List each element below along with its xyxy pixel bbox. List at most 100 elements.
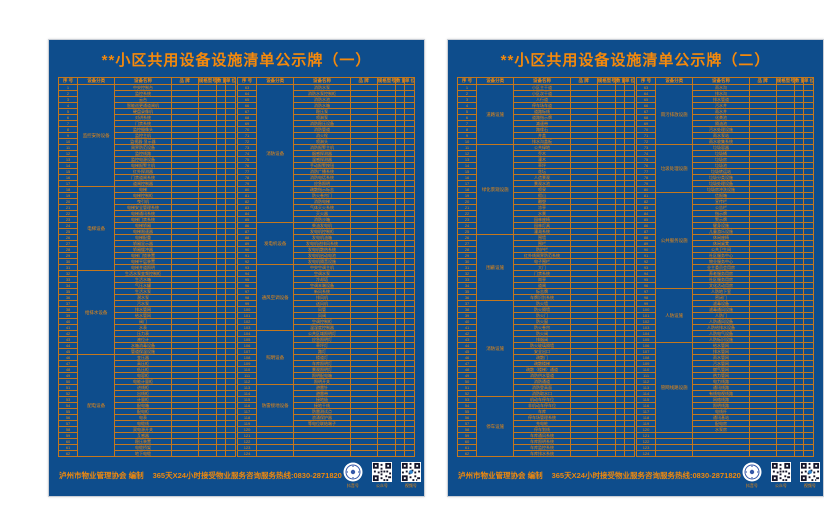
panel-footer: 泸州市物业管理协会 编制 365天X24小时接受物业服务咨询服务热线:0830-…	[458, 458, 820, 492]
column-header: 数 量	[215, 77, 226, 85]
column-header: 数 量	[394, 77, 405, 85]
table-row: 36 潜水泵	[57, 294, 237, 301]
footer-text: 泸州市物业管理协会 编制 365天X24小时接受物业服务咨询服务热线:0830-…	[458, 470, 741, 481]
table-row: 18 电梯设备 电梯	[57, 186, 237, 271]
category-cell: 消防设施	[476, 300, 515, 397]
model-cell	[775, 450, 795, 457]
brand-cell	[170, 450, 199, 457]
column-header: 规格型号	[596, 77, 616, 85]
column-header: 序 号	[635, 77, 657, 85]
category-cell: 给排水设备	[77, 270, 116, 355]
quantity-cell	[793, 450, 804, 457]
column-header: 规格型号	[197, 77, 217, 85]
category-cell: 照明设备	[256, 330, 295, 385]
badge-gongzhonghao: 公众号	[371, 462, 393, 488]
panel-title: **小区共用设备设施清单公示牌（一）	[101, 52, 372, 69]
badge-label: 视频号	[404, 483, 417, 488]
unit-cell	[623, 450, 636, 457]
category-cell: 管网线路设施	[655, 342, 694, 433]
footer-text: 泸州市物业管理协会 编制 365天X24小时接受物业服务咨询服务热线:0830-…	[59, 470, 342, 481]
equipment-name: 地下电缆	[114, 450, 172, 457]
table-row: 124	[236, 450, 416, 457]
table-row: 15 红外探测器	[57, 168, 237, 175]
category-cell: 公共服务设施	[655, 192, 694, 289]
table-row: 57 充电桩	[456, 420, 636, 427]
column-header: 序 号	[456, 77, 478, 85]
model-cell	[197, 450, 217, 457]
category-cell: 垃圾处理设施	[655, 144, 694, 193]
badge-label: 公众号	[774, 483, 787, 488]
table-row: 3 人行道	[456, 96, 636, 103]
table-row: 84 灭火器	[236, 210, 416, 217]
table-row: 124	[635, 450, 815, 457]
issuer-text: 泸州市物业管理协会 编制	[458, 470, 543, 480]
column-header: 单 位	[623, 77, 636, 85]
column-header: 规格型号	[775, 77, 795, 85]
hotline-text: 365天X24小时接受物业服务咨询服务热线:0830-2871820	[551, 470, 741, 480]
column-header: 设备名称	[692, 77, 750, 85]
brand-cell	[748, 450, 777, 457]
table-row: 62 地下电缆	[57, 450, 237, 457]
panel-title: **小区共用设备设施清单公示牌（二）	[500, 52, 771, 69]
column-header: 品 牌	[170, 77, 199, 85]
quantity-cell	[394, 450, 405, 457]
category-cell: 人防设施	[655, 288, 694, 343]
table-row: 73 垃圾处理设施 垃圾容器	[635, 144, 815, 193]
official-account-qr-icon	[770, 462, 791, 482]
category-cell	[655, 450, 694, 457]
badge-douyin: 抖音号	[741, 462, 763, 488]
column-header: 单 位	[802, 77, 815, 85]
category-cell: 消防设备	[256, 84, 295, 223]
row-number: 124	[635, 450, 657, 457]
row-number: 62	[456, 450, 478, 457]
category-cell: 雨污排放设施	[655, 84, 694, 145]
table-row: 28 轿厢缓冲器	[57, 246, 237, 253]
category-cell: 道路设施	[476, 84, 515, 145]
table-row: 98 排风机	[236, 294, 416, 301]
category-cell: 防雷接地设备	[256, 384, 295, 427]
column-header: 品 牌	[569, 77, 598, 85]
category-cell: 通风空调设备	[256, 264, 295, 331]
brand-cell	[569, 450, 598, 457]
table-row: 77 垃圾转运站	[635, 168, 815, 175]
quantity-cell	[215, 450, 226, 457]
column-header: 设备分类	[77, 77, 116, 85]
table-row: 17 景观水池	[456, 180, 636, 187]
equipment-name: 车库排水系统	[513, 450, 571, 457]
official-account-qr-icon	[371, 462, 392, 482]
table-row: 97 新风系统	[236, 288, 416, 295]
brand-cell	[349, 450, 378, 457]
hotline-text: 365天X24小时接受物业服务咨询服务热线:0830-2871820	[152, 470, 342, 480]
column-header: 序 号	[57, 77, 79, 85]
badge-label: 抖音号	[745, 483, 758, 488]
table-row: 89 发电机进排风系统	[236, 240, 416, 247]
column-header: 设备分类	[256, 77, 295, 85]
table-row: 72 雨水收集系统	[635, 138, 815, 145]
table-row: 24 电梯轿厢	[57, 222, 237, 229]
category-cell: 发电机设备	[256, 222, 295, 265]
row-number: 124	[236, 450, 258, 457]
category-cell: 围蔽设施	[476, 234, 515, 301]
table-row: 62 车库排水系统	[456, 450, 636, 457]
column-header: 品 牌	[349, 77, 378, 85]
column-header: 设备分类	[476, 77, 515, 85]
footer-badges: 抖音号 公众号	[342, 462, 422, 488]
category-cell: 配电设备	[77, 354, 116, 457]
video-account-qr-icon	[799, 462, 820, 482]
column-header: 设备名称	[114, 77, 172, 85]
category-cell: 监控安防设备	[77, 84, 116, 187]
model-cell	[596, 450, 616, 457]
column-header: 单 位	[224, 77, 237, 85]
unit-cell	[403, 450, 416, 457]
